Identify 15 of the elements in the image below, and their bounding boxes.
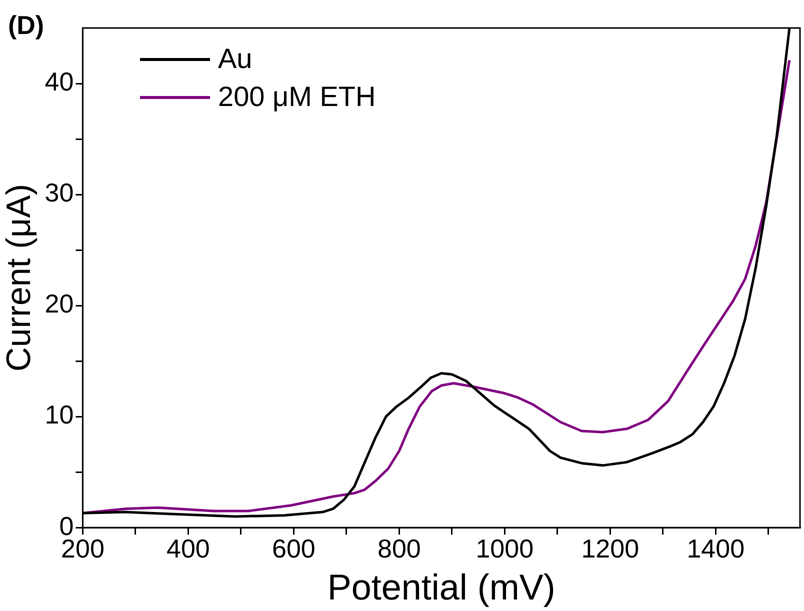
y-tick-label: 20 (44, 288, 74, 319)
x-axis-title: Potential (mV) (327, 566, 556, 608)
x-tick-label: 800 (377, 533, 421, 564)
x-tick-label: 1200 (581, 533, 640, 564)
y-tick-label: 30 (44, 178, 74, 208)
legend-label: Au (218, 43, 252, 75)
y-tick-label: 10 (44, 400, 74, 430)
x-tick-label: 1000 (476, 533, 534, 564)
y-tick-label: 40 (44, 66, 74, 97)
legend-label: 200 μM ETH (218, 81, 376, 113)
x-tick-label: 1400 (686, 533, 745, 564)
y-axis-title: Current (μA) (0, 184, 38, 372)
x-tick-label: 400 (166, 533, 210, 564)
x-tick-label: 600 (272, 533, 316, 564)
text: (D) (8, 10, 44, 41)
